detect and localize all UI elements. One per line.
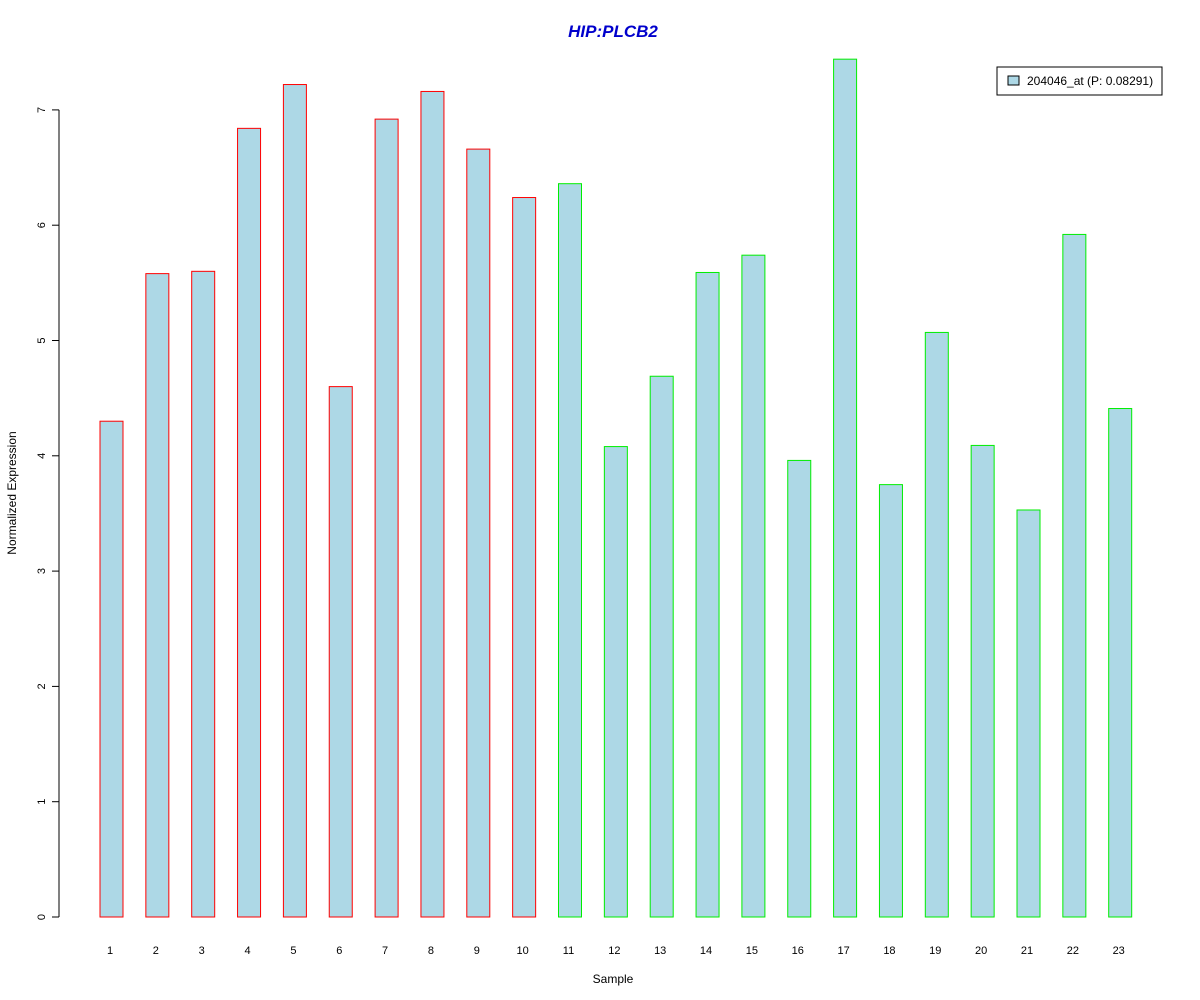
y-axis: 0 1 2 3 4 5 6 7 xyxy=(36,107,60,920)
y-axis-label: Normalized Expression xyxy=(5,431,19,554)
x-tick-label: 4 xyxy=(244,945,250,957)
x-tick-label: 8 xyxy=(428,945,434,957)
x-tick-label: 20 xyxy=(975,945,987,957)
x-tick-label: 15 xyxy=(746,945,758,957)
y-tick-label: 7 xyxy=(36,107,48,113)
y-tick-label: 4 xyxy=(36,453,48,459)
bar-sample-20 xyxy=(970,444,995,918)
y-tick-label: 2 xyxy=(36,683,48,689)
bar-sample-1 xyxy=(99,420,124,918)
legend: 204046_at (P: 0.08291) xyxy=(996,66,1163,96)
bar-sample-22 xyxy=(1062,233,1087,918)
x-tick-label: 21 xyxy=(1021,945,1033,957)
y-tick-label: 6 xyxy=(36,222,48,228)
x-tick-label: 2 xyxy=(153,945,159,957)
bar-sample-7 xyxy=(374,118,399,918)
x-tick-label: 3 xyxy=(199,945,205,957)
x-tick-label: 14 xyxy=(700,945,712,957)
x-axis-label: Sample xyxy=(593,972,634,986)
bar-sample-19 xyxy=(924,331,949,918)
bar-sample-9 xyxy=(466,148,491,918)
bar-sample-18 xyxy=(878,484,903,918)
bar-sample-3 xyxy=(191,270,216,918)
y-tick-label: 5 xyxy=(36,337,48,343)
bar-sample-5 xyxy=(282,84,307,918)
bar-sample-21 xyxy=(1016,509,1041,918)
x-tick-label: 22 xyxy=(1067,945,1079,957)
chart-title: HIP:PLCB2 xyxy=(568,22,658,41)
bar-sample-16 xyxy=(787,459,812,918)
x-tick-label: 1 xyxy=(107,945,113,957)
bar-sample-11 xyxy=(558,183,582,918)
y-tick-label: 3 xyxy=(36,568,48,574)
bar-sample-14 xyxy=(695,271,720,918)
legend-box xyxy=(996,66,1163,96)
x-tick-labels: 1 2 3 4 5 6 7 8 9 10 11 12 13 14 15 16 17 18 19 20 21 22 23 xyxy=(107,945,1125,957)
bar-sample-23 xyxy=(1108,408,1133,918)
x-tick-label: 18 xyxy=(883,945,895,957)
legend-label: 204046_at (P: 0.08291) xyxy=(1027,74,1153,88)
bar-sample-13 xyxy=(649,375,674,918)
x-tick-label: 16 xyxy=(792,945,804,957)
x-tick-label: 12 xyxy=(608,945,620,957)
bars xyxy=(99,58,1133,918)
x-tick-label: 6 xyxy=(336,945,342,957)
y-tick-label: 1 xyxy=(36,799,48,805)
x-tick-label: 5 xyxy=(290,945,296,957)
bar-sample-8 xyxy=(420,90,445,918)
bar-sample-6 xyxy=(328,386,353,918)
x-tick-label: 17 xyxy=(837,945,849,957)
x-tick-label: 19 xyxy=(929,945,941,957)
bar-sample-2 xyxy=(145,273,170,918)
bar-sample-4 xyxy=(237,127,262,918)
y-tick-label: 0 xyxy=(36,914,48,920)
bar-sample-17 xyxy=(833,58,858,918)
bar-sample-10 xyxy=(512,197,537,918)
x-tick-label: 23 xyxy=(1113,945,1125,957)
x-tick-label: 13 xyxy=(654,945,666,957)
x-tick-label: 7 xyxy=(382,945,388,957)
bar-sample-12 xyxy=(603,446,628,918)
legend-swatch xyxy=(1007,75,1020,86)
bar-sample-15 xyxy=(741,254,766,918)
x-tick-label: 11 xyxy=(563,945,574,957)
x-tick-label: 10 xyxy=(517,945,529,957)
x-tick-label: 9 xyxy=(474,945,480,957)
